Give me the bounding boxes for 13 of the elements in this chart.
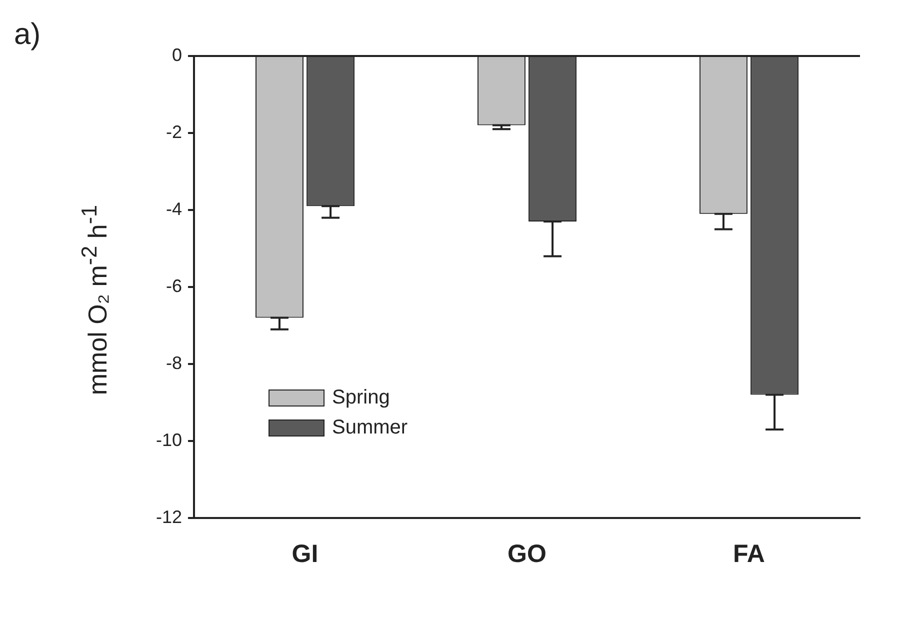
legend-label: Summer xyxy=(332,416,408,439)
y-tick-label: -12 xyxy=(156,506,182,527)
y-tick-label: -6 xyxy=(166,276,182,296)
y-tick-label: 0 xyxy=(172,44,182,65)
chart-title: a) xyxy=(14,18,41,52)
x-tick-label: FA xyxy=(733,540,765,568)
y-tick-label: -10 xyxy=(156,430,182,450)
y-tick-label: -4 xyxy=(166,198,182,219)
x-tick-label: GO xyxy=(508,540,546,568)
y-tick-label: -2 xyxy=(166,122,182,142)
x-tick-label: GI xyxy=(292,540,318,568)
y-tick-label: -8 xyxy=(166,352,182,373)
legend-label: Spring xyxy=(332,386,390,409)
